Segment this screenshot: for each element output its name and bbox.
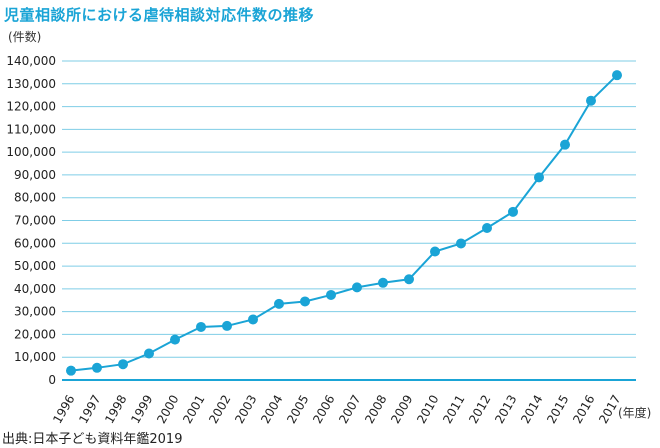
- data-point: [586, 95, 596, 106]
- y-tick-label: 140,000: [6, 54, 56, 68]
- data-point: [66, 365, 76, 376]
- y-tick-label: 20,000: [14, 327, 56, 341]
- data-point: [456, 238, 466, 249]
- data-point: [534, 172, 544, 183]
- x-tick-label: 1997: [76, 393, 103, 426]
- x-tick-label: 2010: [414, 393, 441, 426]
- data-point: [248, 314, 258, 325]
- y-tick-label: 110,000: [6, 122, 56, 136]
- x-tick-label: 2015: [544, 393, 571, 426]
- x-tick-label: 2009: [388, 393, 415, 426]
- y-tick-label: 0: [48, 373, 56, 387]
- x-tick-label: 1999: [128, 393, 155, 426]
- x-tick-label: 2012: [466, 393, 493, 426]
- y-tick-labels: 0 10,000 20,000 30,000 40,000 50,000 60,000 70,…: [6, 54, 56, 387]
- data-point: [222, 320, 232, 331]
- gridlines: [62, 60, 636, 381]
- y-tick-label: 90,000: [14, 168, 56, 182]
- x-tick-label: 2014: [518, 393, 545, 426]
- x-tick-label: 2000: [154, 393, 181, 426]
- y-tick-label: 100,000: [6, 145, 56, 159]
- x-tick-label: 1998: [102, 393, 129, 426]
- data-point: [196, 321, 206, 332]
- x-tick-label: 2007: [336, 393, 363, 426]
- x-tick-label: 2003: [232, 393, 259, 426]
- data-point: [508, 206, 518, 217]
- y-axis-label: (件数): [8, 30, 42, 44]
- x-tick-label: 2016: [570, 393, 597, 426]
- y-tick-label: 40,000: [14, 282, 56, 296]
- data-point: [482, 223, 492, 234]
- x-tick-label: 2017: [596, 393, 623, 426]
- x-tick-label: 2006: [310, 393, 337, 426]
- data-point: [378, 277, 388, 288]
- data-point: [92, 362, 102, 373]
- data-points: [66, 70, 622, 376]
- chart-title: 児童相談所における虐待相談対応件数の推移: [4, 6, 315, 24]
- data-point: [170, 334, 180, 345]
- x-tick-label: 2004: [258, 393, 285, 426]
- x-axis-label: (年度): [618, 406, 652, 420]
- y-tick-label: 50,000: [14, 259, 56, 273]
- y-tick-label: 130,000: [6, 77, 56, 91]
- data-point: [144, 348, 154, 359]
- data-point: [326, 289, 336, 300]
- data-point: [118, 359, 128, 370]
- x-tick-label: 2011: [440, 393, 467, 426]
- y-tick-label: 60,000: [14, 236, 56, 250]
- x-tick-label: 2002: [206, 393, 233, 426]
- data-point: [352, 282, 362, 293]
- series-line-group: [70, 74, 618, 372]
- x-tick-label: 2008: [362, 393, 389, 426]
- data-point: [274, 298, 284, 309]
- data-point: [300, 296, 310, 307]
- data-point: [612, 70, 622, 81]
- x-tick-label: 1996: [50, 393, 77, 426]
- y-tick-label: 30,000: [14, 305, 56, 319]
- y-tick-label: 10,000: [14, 350, 56, 364]
- source-note: 出典:日本子ども資料年鑑2019: [2, 432, 183, 447]
- x-tick-label: 2013: [492, 393, 519, 426]
- x-tick-label: 2001: [180, 393, 207, 426]
- y-tick-label: 80,000: [14, 191, 56, 205]
- series-line: [70, 74, 618, 372]
- x-tick-label: 2005: [284, 393, 311, 426]
- y-tick-label: 70,000: [14, 214, 56, 228]
- data-point: [560, 139, 570, 150]
- data-point: [404, 274, 414, 285]
- x-tick-labels: 1996199719981999200020012002200320042005…: [50, 393, 623, 426]
- y-tick-label: 120,000: [6, 100, 56, 114]
- data-point: [430, 246, 440, 257]
